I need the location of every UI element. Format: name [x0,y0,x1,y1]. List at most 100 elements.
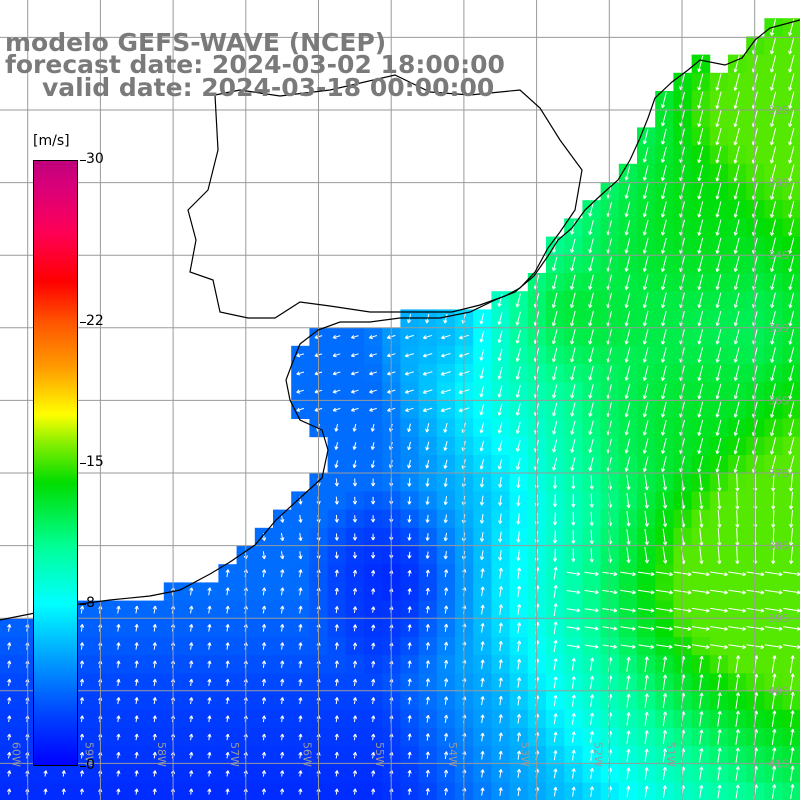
latitude-label: 36S [768,394,789,407]
wind-arrow [352,697,358,705]
coastline-rio-de-la-plata [187,74,583,319]
wind-arrow [697,347,704,363]
wind-arrow [425,660,430,669]
wind-arrow [733,201,740,218]
wind-arrow [368,334,378,340]
wind-arrow [516,732,522,742]
wind-arrow [620,571,636,577]
wind-arrow [788,292,795,309]
wind-arrow [715,256,722,272]
wind-arrow [425,459,430,469]
longitude-label: 53W [519,742,532,767]
wind-arrow [570,220,576,235]
wind-arrow [7,678,12,686]
wind-arrow [498,477,503,488]
wind-arrow [728,571,747,577]
wind-arrow [624,274,631,290]
wind-arrow [404,389,414,394]
wind-arrow [479,312,485,325]
latitude-label: 41S [768,757,789,770]
wind-arrow [298,770,303,777]
wind-arrow [790,784,795,800]
wind-arrow [552,512,558,526]
wind-arrow [261,751,267,759]
wind-arrow [662,474,668,491]
wind-arrow [371,733,376,741]
wind-arrow [661,310,667,327]
wind-arrow [515,403,521,416]
wind-arrow [444,641,449,651]
wind-arrow [697,419,704,436]
wind-arrow [422,353,433,358]
wind-arrow [717,655,722,673]
wind-arrow [733,146,740,164]
wind-arrow [789,509,794,528]
colorbar-unit: [m/s] [33,133,70,149]
wind-arrow [715,182,722,200]
wind-arrow [207,642,212,650]
wind-arrow [624,456,631,472]
wind-arrow [280,605,285,614]
wind-arrow [789,473,794,492]
wind-arrow [480,732,485,742]
wind-arrow [588,438,594,454]
wind-arrow [771,728,777,746]
wind-arrow [715,201,722,218]
wind-arrow [370,552,376,559]
wind-arrow [697,274,704,291]
wind-arrow [207,697,212,705]
wind-arrow [697,146,704,164]
wind-arrow [626,529,631,545]
wind-arrow [407,569,412,577]
wind-arrow [697,109,704,127]
wind-arrow [498,732,503,742]
wind-arrow [590,657,595,671]
wind-arrow [552,421,558,435]
wind-arrow [624,438,631,454]
wind-arrow [733,127,740,146]
wind-arrow [189,587,194,596]
wind-arrow [697,73,704,91]
wind-arrow [788,328,795,345]
wind-arrow [764,589,783,595]
wind-arrow [407,514,412,523]
wind-arrow [642,165,649,181]
wind-arrow [350,407,359,412]
wind-arrow [498,695,503,706]
wind-arrow [516,750,522,760]
wind-arrow [479,477,485,488]
wind-arrow [644,785,649,798]
wind-arrow [656,626,673,631]
wind-arrow [334,624,339,632]
wind-arrow [152,678,157,686]
wind-arrow [710,607,728,613]
wind-arrow [134,678,139,686]
wind-arrow [638,626,655,631]
wind-arrow [370,423,375,432]
wind-arrow [728,607,747,613]
wind-arrow [699,766,704,781]
wind-arrow [551,256,558,272]
wind-arrow [715,109,722,128]
wind-arrow [352,606,358,613]
wind-arrow [626,656,631,672]
wind-arrow [570,292,576,309]
wind-arrow [553,621,558,635]
wind-arrow [626,474,631,490]
wind-arrow [770,255,776,273]
wind-arrow [715,419,722,436]
wind-arrow [570,420,576,435]
latitude-label: 37S [768,467,789,480]
wind-arrow [733,292,740,309]
wind-arrow [661,419,667,436]
wind-arrow [298,751,303,759]
wind-arrow [479,532,485,542]
wind-arrow [788,455,795,473]
wind-arrow [626,730,631,744]
wind-arrow [352,733,358,741]
wind-arrow [624,292,631,309]
latitude-label: 35S [768,322,789,335]
wind-arrow [152,605,157,614]
wind-arrow [6,788,12,795]
wind-arrow [662,785,667,798]
